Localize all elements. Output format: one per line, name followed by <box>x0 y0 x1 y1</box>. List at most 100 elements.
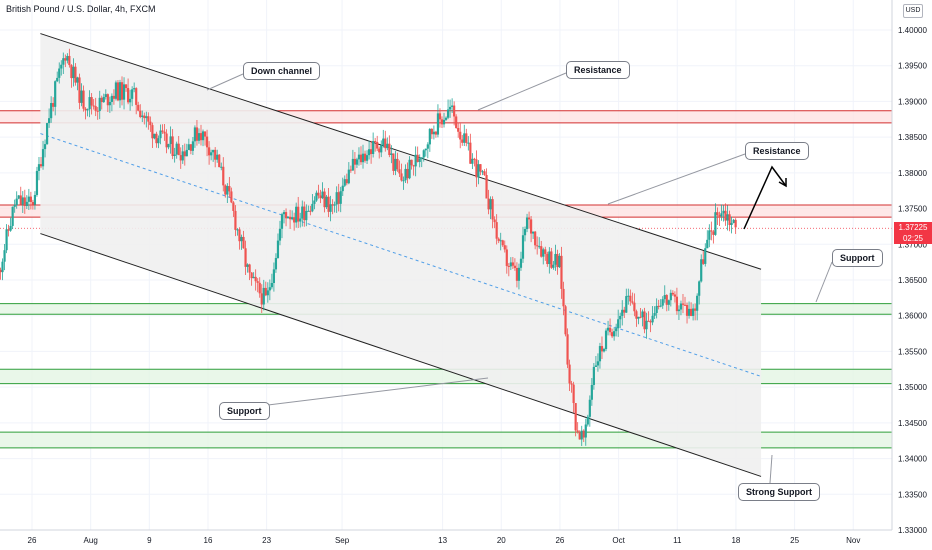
x-tick-label: 20 <box>497 536 506 545</box>
callout-support-right[interactable]: Support <box>832 249 883 267</box>
candle-body <box>489 199 492 210</box>
candle-body <box>426 144 429 149</box>
candle-body <box>92 105 95 107</box>
candle-body <box>280 214 284 229</box>
callout-strong-support[interactable]: Strong Support <box>738 483 820 501</box>
x-tick-label: 9 <box>147 536 152 545</box>
candle-body <box>708 230 711 240</box>
candle-body <box>278 228 282 241</box>
candle-body <box>299 218 302 222</box>
candle-body <box>536 245 539 247</box>
candle-body <box>683 304 687 306</box>
candle-body <box>41 149 45 167</box>
currency-button[interactable]: USD <box>903 4 923 18</box>
candle-body <box>643 311 646 330</box>
candle-body <box>62 58 65 65</box>
candle-body <box>432 131 435 135</box>
candle-body <box>576 430 579 433</box>
candle-body <box>21 197 24 205</box>
callout-down-channel[interactable]: Down channel <box>243 62 321 80</box>
candle-body <box>623 309 626 313</box>
candle-body <box>1 261 4 273</box>
candle-body <box>212 149 215 153</box>
callout-leader-line <box>206 73 244 91</box>
candle-body <box>133 88 136 90</box>
candle-body <box>722 210 725 214</box>
candle-body <box>250 272 253 279</box>
candle-body <box>236 229 239 231</box>
candle-body <box>90 97 93 106</box>
x-tick-label: 16 <box>204 536 213 545</box>
candle-body <box>315 192 318 201</box>
y-tick-label: 1.36000 <box>898 312 927 321</box>
candle-body <box>428 129 431 145</box>
candle-body <box>726 214 729 221</box>
candle-body <box>410 159 413 166</box>
candle-body <box>197 133 201 141</box>
callout-support-left[interactable]: Support <box>219 402 270 420</box>
candle-body <box>635 311 638 319</box>
candle-body <box>487 198 490 210</box>
candle-body <box>378 148 381 153</box>
candle-body <box>339 191 342 204</box>
candle-body <box>175 143 178 155</box>
candle-body <box>345 179 348 184</box>
candle-body <box>552 264 555 268</box>
bar-countdown: 02:25 <box>902 234 924 243</box>
candle-body <box>143 115 146 119</box>
callout-resistance-top[interactable]: Resistance <box>566 61 630 79</box>
candle-body <box>572 384 575 404</box>
candle-body <box>702 259 705 264</box>
candle-body <box>485 174 488 199</box>
candle-body <box>380 145 383 153</box>
x-tick-label: 18 <box>731 536 740 545</box>
candle-body <box>319 195 322 199</box>
candle-body <box>694 308 697 311</box>
candle-body <box>274 258 278 270</box>
candle-body <box>114 82 118 99</box>
candle-body <box>335 192 338 205</box>
candle-body <box>9 225 12 231</box>
candle-body <box>422 150 425 158</box>
candle-body <box>311 203 314 212</box>
candle-body <box>436 113 440 135</box>
candle-body <box>262 287 265 305</box>
candle-body <box>3 250 6 262</box>
candle-body <box>76 77 79 83</box>
candle-body <box>238 229 241 242</box>
candle-body <box>659 305 662 307</box>
candle-body <box>538 246 541 248</box>
candle-body <box>207 147 211 156</box>
candle-body <box>169 136 172 145</box>
candle-body <box>13 204 16 207</box>
candle-body <box>205 136 209 148</box>
candle-body <box>98 97 101 112</box>
candle-body <box>157 138 160 144</box>
candle-body <box>291 217 294 220</box>
candle-body <box>325 196 328 208</box>
candle-body <box>617 319 620 329</box>
candle-body <box>615 328 618 332</box>
candle-body <box>64 58 67 61</box>
candle-body <box>706 239 709 249</box>
candle-body <box>564 306 567 335</box>
candle-body <box>303 206 306 221</box>
candle-body <box>463 133 466 143</box>
x-tick-label: Aug <box>84 536 98 545</box>
candle-body <box>649 321 652 323</box>
callout-resistance-mid[interactable]: Resistance <box>745 142 809 160</box>
candle-body <box>234 210 237 230</box>
last-price-tag: 1.37225 02:25 <box>894 222 932 244</box>
candle-body <box>574 403 577 431</box>
candle-body <box>633 302 636 312</box>
candle-body <box>331 204 334 206</box>
candle-body <box>15 198 18 205</box>
candle-body <box>165 133 168 148</box>
candle-body <box>54 81 57 107</box>
candle-body <box>448 106 452 110</box>
candle-body <box>408 159 411 179</box>
candle-body <box>351 158 354 171</box>
candle-body <box>78 77 81 103</box>
candle-body <box>84 108 87 111</box>
